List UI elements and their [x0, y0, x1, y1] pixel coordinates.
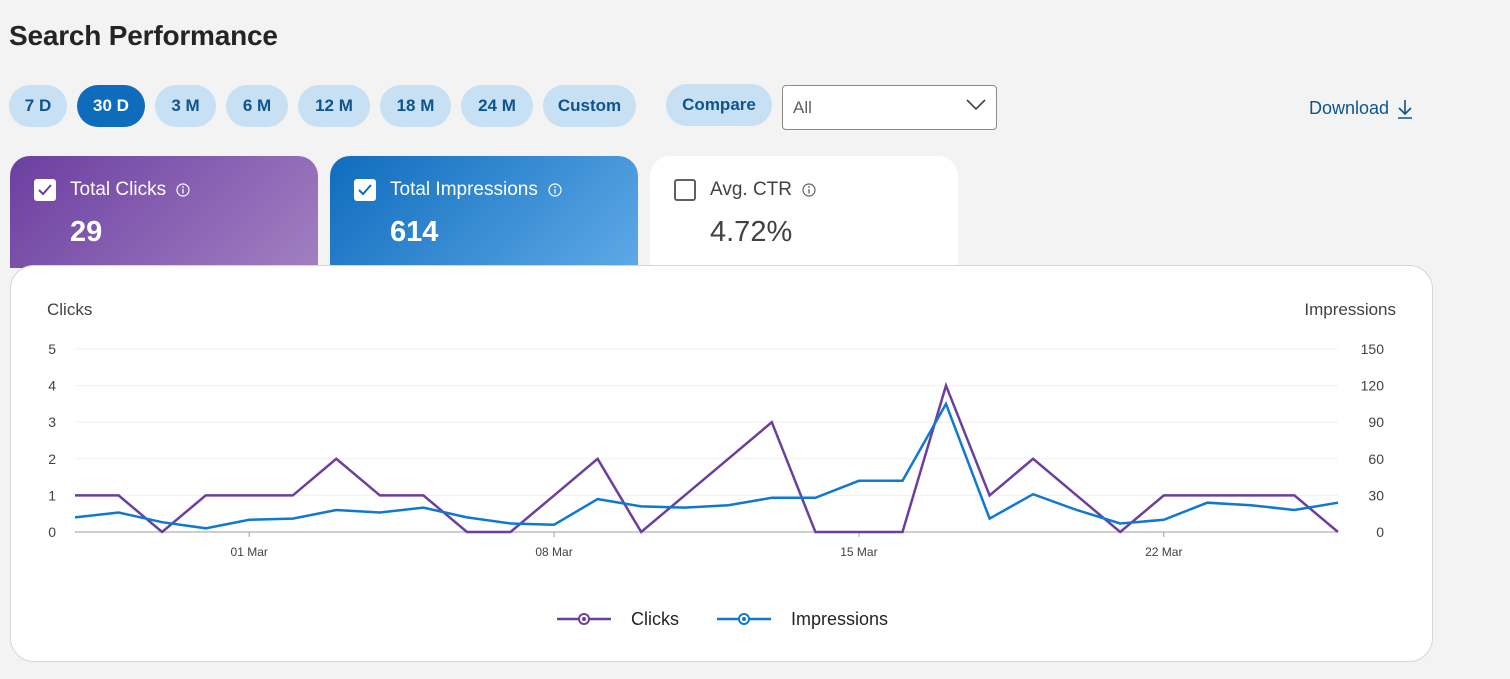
right-tick-label: 150	[1361, 341, 1385, 357]
range-12m-button[interactable]: 12 M	[298, 85, 370, 127]
compare-button[interactable]: Compare	[666, 84, 772, 126]
download-label: Download	[1309, 98, 1390, 118]
total-impressions-label: Total Impressions	[390, 179, 538, 200]
total-impressions-value: 614	[390, 216, 439, 248]
range-3m-button[interactable]: 3 M	[155, 85, 216, 127]
x-tick-label: 08 Mar	[535, 545, 572, 559]
legend-impressions-label[interactable]: Impressions	[791, 609, 888, 629]
right-axis-title: Impressions	[1304, 300, 1396, 319]
right-tick-label: 0	[1376, 524, 1384, 540]
left-tick-label: 0	[48, 524, 56, 540]
range-18m-button[interactable]: 18 M	[380, 85, 451, 127]
left-tick-label: 4	[48, 378, 56, 394]
filter-select-value: All	[793, 97, 812, 117]
avg-ctr-value: 4.72%	[710, 216, 793, 248]
legend-clicks-label[interactable]: Clicks	[631, 609, 679, 629]
avg-ctr-card[interactable]: Avg. CTR 4.72%	[650, 156, 958, 268]
impressions-checkbox[interactable]	[354, 179, 376, 201]
ctr-checkbox[interactable]	[674, 179, 696, 201]
checkmark-icon	[358, 184, 372, 196]
range-30d-button[interactable]: 30 D	[77, 85, 145, 127]
legend-impressions-dot	[742, 617, 746, 621]
left-axis-title: Clicks	[47, 300, 92, 319]
clicks-series-line	[75, 381, 1339, 534]
info-icon[interactable]	[802, 183, 816, 197]
x-tick-label: 01 Mar	[231, 545, 268, 559]
chart-legend: Clicks Impressions	[557, 609, 888, 629]
range-24m-button[interactable]: 24 M	[461, 85, 533, 127]
left-tick-label: 2	[48, 451, 56, 467]
info-icon[interactable]	[176, 183, 190, 197]
x-tick-label: 22 Mar	[1145, 545, 1182, 559]
x-tick-label: 15 Mar	[840, 545, 877, 559]
total-clicks-label: Total Clicks	[70, 179, 167, 200]
right-tick-label: 90	[1368, 414, 1384, 430]
range-custom-button[interactable]: Custom	[543, 85, 636, 127]
impressions-series-line	[74, 400, 1339, 530]
checkmark-icon	[38, 184, 52, 196]
download-link[interactable]: Download	[1309, 98, 1413, 119]
legend-clicks-dot	[582, 617, 586, 621]
download-icon	[1398, 99, 1413, 119]
info-icon[interactable]	[548, 183, 562, 197]
range-7d-button[interactable]: 7 D	[9, 85, 67, 127]
date-range-selector: 7 D 30 D 3 M 6 M 12 M 18 M 24 M Custom	[9, 85, 646, 127]
clicks-checkbox[interactable]	[34, 179, 56, 201]
total-clicks-card[interactable]: Total Clicks 29	[10, 156, 318, 268]
chevron-down-icon	[966, 99, 986, 111]
right-tick-label: 30	[1368, 487, 1384, 503]
filter-select[interactable]: All	[782, 85, 997, 130]
left-tick-label: 5	[48, 341, 56, 357]
right-tick-label: 120	[1361, 378, 1385, 394]
left-tick-label: 1	[48, 487, 56, 503]
left-tick-label: 3	[48, 414, 56, 430]
range-6m-button[interactable]: 6 M	[226, 85, 288, 127]
right-tick-label: 60	[1368, 451, 1384, 467]
page-title: Search Performance	[9, 20, 278, 51]
total-clicks-value: 29	[70, 216, 103, 248]
total-impressions-card[interactable]: Total Impressions 614	[330, 156, 638, 268]
avg-ctr-label: Avg. CTR	[710, 179, 793, 200]
